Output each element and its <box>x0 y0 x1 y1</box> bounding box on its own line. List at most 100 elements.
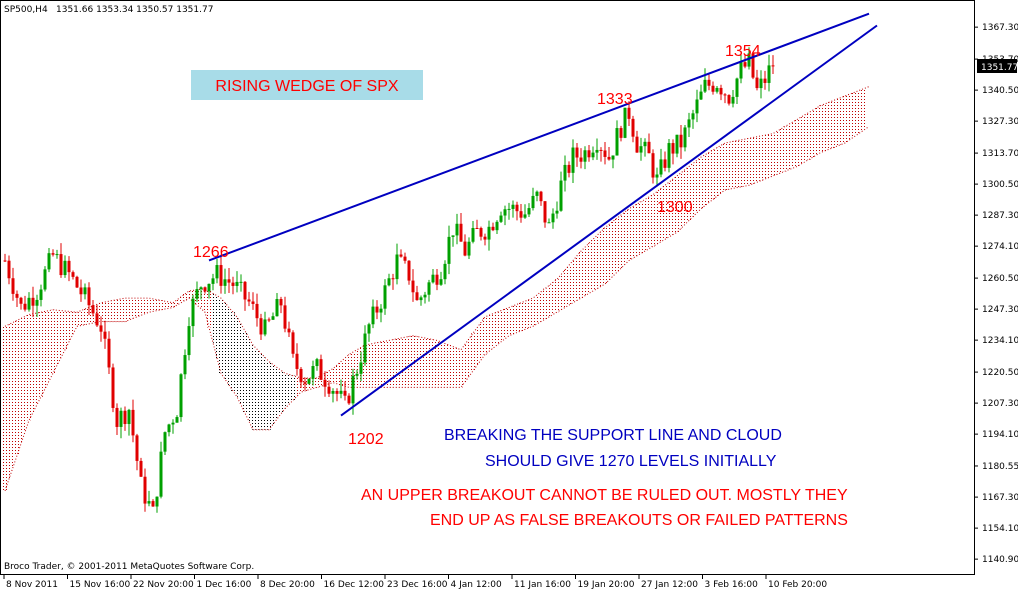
cloud-segment <box>815 107 819 155</box>
cloud-segment <box>479 322 483 360</box>
candle-body <box>351 375 355 404</box>
cloud-segment <box>271 364 275 425</box>
cloud-segment <box>39 312 43 397</box>
cloud-segment <box>11 322 15 468</box>
candle-body <box>263 319 267 335</box>
candle-body <box>763 78 767 83</box>
cloud-segment <box>155 299 159 311</box>
current-price-tag <box>977 59 1017 73</box>
candle-body <box>479 228 483 237</box>
cloud-segment <box>855 91 859 135</box>
candle-body <box>615 128 619 156</box>
candle-body <box>567 164 571 173</box>
cloud-segment <box>535 294 539 324</box>
cloud-segment <box>483 316 487 355</box>
candle-body <box>663 159 667 168</box>
cloud-segment <box>379 341 383 388</box>
candle-body <box>619 128 623 138</box>
candle-body <box>231 282 235 286</box>
cloud-segment <box>755 136 759 183</box>
candle-body <box>115 407 119 427</box>
candle-body <box>519 211 523 218</box>
cloud-segment <box>759 135 763 181</box>
candle-body <box>367 324 371 334</box>
cloud-segment <box>803 114 807 162</box>
candle-body <box>403 256 407 261</box>
candle-body <box>627 107 631 119</box>
cloud-segment <box>99 302 103 322</box>
candle-body <box>467 241 471 256</box>
trendline-resistance <box>208 12 870 262</box>
candle-body <box>227 279 231 283</box>
candle-body <box>463 241 467 256</box>
cloud-segment <box>339 361 343 386</box>
candle-body <box>59 254 63 276</box>
candle-body <box>163 432 167 452</box>
candle-body <box>143 476 147 504</box>
cloud-segment <box>203 288 207 313</box>
candle-body <box>375 306 379 313</box>
current-price-text: 1351.77 <box>981 63 1018 73</box>
cloud-segment <box>267 361 271 430</box>
label-1333: 1333 <box>597 91 633 108</box>
cloud-segment <box>387 340 391 388</box>
candle-body <box>71 272 75 277</box>
cloud-segment <box>107 301 111 322</box>
candle-body <box>719 87 723 95</box>
ichimoku-cloud <box>3 86 870 491</box>
candle-body <box>43 269 47 290</box>
cloud-segment <box>75 312 79 327</box>
cloud-segment <box>63 310 67 350</box>
candle-body <box>543 201 547 223</box>
x-tick-label: 1 Dec 16:00 <box>197 580 252 590</box>
cloud-segment <box>619 215 623 269</box>
annotation-red-line2: END UP AS FALSE BREAKOUTS OR FAILED PATT… <box>430 512 848 529</box>
candle-body <box>83 287 87 295</box>
cloud-segment <box>851 92 855 138</box>
candle-body <box>119 410 123 427</box>
y-tick-label: 1154.10 <box>982 524 1018 534</box>
cloud-segment <box>243 330 247 414</box>
candle-body <box>191 298 195 327</box>
candle-body <box>515 204 519 212</box>
candle-body <box>267 319 271 321</box>
cloud-segment <box>403 337 407 388</box>
cloud-segment <box>219 298 223 374</box>
candle-body <box>347 395 351 404</box>
cloud-segment <box>531 298 535 327</box>
cloud-segment <box>263 357 267 430</box>
cloud-segment <box>43 311 47 389</box>
cloud-segment <box>131 298 135 319</box>
candle-body <box>691 113 695 120</box>
candle-body <box>319 359 323 380</box>
cloud-segment <box>471 333 475 371</box>
cloud-segment <box>487 315 491 352</box>
cloud-segment <box>723 142 727 190</box>
candle-body <box>255 303 259 319</box>
candle-body <box>391 278 395 280</box>
candles <box>3 47 775 513</box>
cloud-segment <box>179 296 183 303</box>
cloud-segment <box>207 291 211 328</box>
cloud-segment <box>7 324 11 480</box>
cloud-segment <box>787 124 791 170</box>
candle-body <box>123 410 127 425</box>
cloud-segment <box>167 301 171 309</box>
cloud-segment <box>827 102 831 150</box>
candle-body <box>259 318 263 335</box>
cloud-segment <box>35 312 39 405</box>
cloud-segment <box>395 338 399 388</box>
cloud-segment <box>799 117 803 165</box>
cloud-segment <box>283 373 287 409</box>
cloud-segment <box>67 311 71 342</box>
cloud-segment <box>435 340 439 388</box>
cloud-segment <box>595 235 599 289</box>
cloud-segment <box>603 227 607 284</box>
candle-body <box>99 325 103 332</box>
candle-body <box>447 236 451 264</box>
cloud-segment <box>627 208 631 261</box>
annotation-red-line1: AN UPPER BREAKOUT CANNOT BE RULED OUT. M… <box>361 487 848 504</box>
candle-body <box>443 263 447 280</box>
cloud-segment <box>319 375 323 387</box>
cloud-segment <box>751 137 755 184</box>
